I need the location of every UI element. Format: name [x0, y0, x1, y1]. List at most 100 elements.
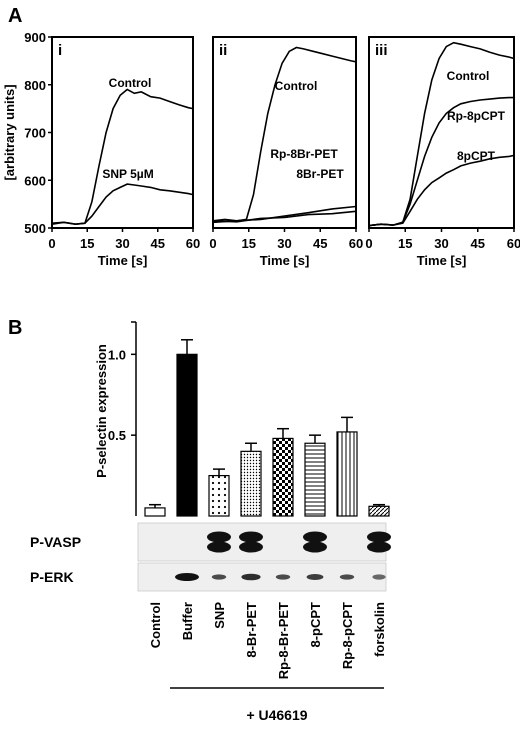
bar [368, 505, 390, 517]
bar-snp [208, 468, 230, 517]
blot-band [303, 541, 327, 553]
y-axis-label: [arbitrary units] [2, 84, 17, 180]
category-label: SNP [212, 602, 227, 629]
x-tick-label: 0 [209, 236, 216, 251]
series-line-control [212, 46, 357, 222]
category-label: forskolin [372, 602, 387, 657]
series-line-rp-8br-pet [212, 205, 357, 224]
blot-label: P-VASP [30, 534, 81, 550]
series-label: 8Br-PET [296, 167, 344, 181]
blot-band [303, 531, 327, 543]
bar [144, 507, 166, 517]
panel-b-label: B [8, 317, 22, 339]
plot-frame [51, 36, 194, 229]
series-label: Control [275, 79, 318, 93]
line-chart-i: i 0 15 30 45 60 Time [s] 500 600 700 800 900 [arbitr… [2, 30, 200, 268]
y-tick-label: 0.5 [108, 428, 126, 443]
series-line-control [51, 88, 194, 226]
series-label: 8pCPT [457, 149, 496, 163]
bar-chart: 0.5 1.0P-selectin expression Control Buffer… [30, 321, 391, 723]
blot-band [207, 541, 231, 553]
bar [304, 442, 326, 517]
bar [272, 437, 294, 517]
bar-forskolin [368, 503, 390, 517]
y-tick-label: 900 [24, 30, 46, 45]
panel-a-label: A [8, 5, 22, 27]
x-tick-label: 60 [186, 236, 200, 251]
group-label: + U46619 [246, 707, 307, 723]
blot-membrane [137, 522, 387, 562]
blot-band [239, 531, 263, 543]
blot-band [211, 574, 227, 580]
bar-8-br-pet [240, 442, 262, 517]
x-tick-label: 15 [242, 236, 256, 251]
series-label: Control [109, 76, 152, 90]
x-tick-label: 15 [80, 236, 94, 251]
y-tick-label: 1.0 [108, 347, 126, 362]
category-label: Buffer [180, 602, 195, 640]
x-axis-label: Time [s] [260, 253, 310, 268]
series-line-8br-pet [212, 210, 357, 223]
x-tick-label: 45 [151, 236, 165, 251]
x-axis-label: Time [s] [417, 253, 467, 268]
bar [176, 353, 198, 517]
blot-band [367, 531, 391, 543]
bar-rp-8-br-pet [272, 427, 294, 517]
y-tick-label: 700 [24, 126, 46, 141]
series-label: SNP 5µM [102, 167, 153, 181]
blot-band [241, 573, 261, 581]
series-line-8pcpt [368, 154, 515, 227]
blot-band [175, 573, 199, 581]
x-tick-label: 60 [507, 236, 520, 251]
category-label: Rp-8-Br-PET [276, 602, 291, 679]
x-tick-label: 0 [48, 236, 55, 251]
blot-band [372, 574, 386, 580]
bar-8-pcpt [304, 434, 326, 517]
panel-numeral: ii [219, 42, 227, 59]
x-tick-label: 30 [115, 236, 129, 251]
category-label: 8-pCPT [308, 602, 323, 648]
series-line-snp-5-m [51, 183, 194, 226]
bar [208, 474, 230, 517]
line-chart-iii: iii 0 15 30 45 60 Time [s] Control Rp-8pCPT 8pCPT [365, 36, 520, 268]
x-tick-label: 0 [365, 236, 372, 251]
plot-frame [368, 36, 515, 229]
x-tick-label: 60 [349, 236, 363, 251]
y-tick-label: 800 [24, 78, 46, 93]
category-label: Control [148, 602, 163, 648]
bar-rp-8-pcpt [336, 416, 358, 517]
bar-control [144, 503, 166, 517]
blot-band [367, 541, 391, 553]
bar [336, 431, 358, 517]
line-chart-ii: ii 0 15 30 45 60 Time [s] Control Rp-8Br-PET 8Br-… [209, 36, 363, 268]
blot-band [239, 541, 263, 553]
blot-band [339, 574, 355, 580]
series-label: Rp-8pCPT [447, 109, 506, 123]
category-label: 8-Br-PET [244, 602, 259, 658]
plot-frame [212, 36, 357, 229]
y-tick-label: 500 [24, 221, 46, 236]
x-tick-label: 15 [398, 236, 412, 251]
category-label: Rp-8-pCPT [340, 602, 355, 669]
blot-p-erk: P-ERK [30, 562, 387, 592]
bar [240, 450, 262, 517]
series-label: Control [447, 69, 490, 83]
panel-numeral: i [58, 42, 62, 59]
series-label: Rp-8Br-PET [270, 147, 338, 161]
x-tick-label: 45 [471, 236, 485, 251]
x-tick-label: 30 [277, 236, 291, 251]
y-tick-label: 600 [24, 173, 46, 188]
blot-band [275, 574, 291, 580]
blot-p-vasp: P-VASP [30, 522, 391, 562]
blot-band [207, 531, 231, 543]
x-tick-label: 30 [434, 236, 448, 251]
y-axis-label: P-selectin expression [94, 344, 109, 478]
blot-label: P-ERK [30, 569, 74, 585]
panel-numeral: iii [375, 42, 388, 59]
series-line-control [368, 41, 515, 227]
blot-band [306, 574, 324, 580]
bar-buffer [176, 339, 198, 517]
x-axis-label: Time [s] [98, 253, 148, 268]
